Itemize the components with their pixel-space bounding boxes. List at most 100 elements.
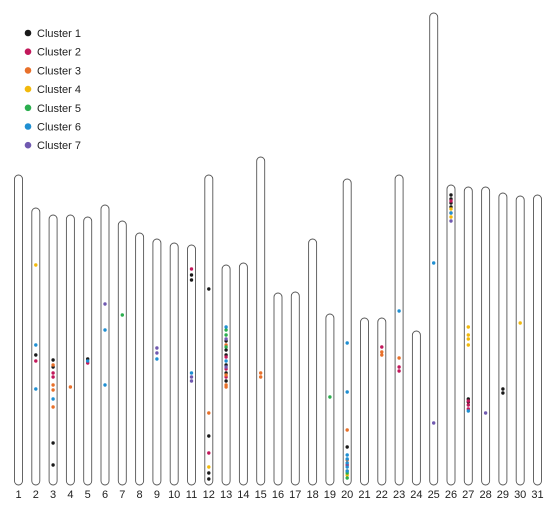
point-cluster-1-4 <box>51 463 55 467</box>
point-cluster-3-1 <box>51 388 55 392</box>
chromosome-bar-21 <box>360 317 369 486</box>
legend-marker-cluster-5 <box>24 104 32 112</box>
legend-label-cluster-1: Cluster 1 <box>37 28 81 40</box>
point-cluster-4-0 <box>34 263 38 267</box>
chromosome-bar-20 <box>342 178 352 486</box>
chromosome-label-25: 25 <box>428 489 440 501</box>
point-cluster-6-19 <box>449 211 453 215</box>
chromosome-bar-3 <box>48 214 58 486</box>
chromosome-label-29: 29 <box>497 489 509 501</box>
chromosome-label-1: 1 <box>15 489 21 501</box>
legend-marker-cluster-3 <box>24 67 32 74</box>
point-cluster-6-2 <box>51 397 55 401</box>
chromosome-bar-25 <box>429 12 439 486</box>
point-cluster-2-16 <box>466 399 470 403</box>
point-cluster-6-6 <box>155 357 159 361</box>
point-cluster-2-10 <box>380 345 384 349</box>
chromosome-label-27: 27 <box>462 489 474 501</box>
point-cluster-1-16 <box>224 379 228 383</box>
legend-label-cluster-7: Cluster 7 <box>37 140 81 152</box>
chromosome-label-17: 17 <box>289 489 301 501</box>
point-cluster-2-1 <box>51 371 55 375</box>
chromosome-bar-16 <box>273 292 283 486</box>
point-cluster-6-15 <box>345 465 349 469</box>
point-cluster-7-3 <box>189 379 194 383</box>
chromosome-label-10: 10 <box>168 489 180 501</box>
legend-marker-cluster-2 <box>24 48 32 55</box>
chromosome-bar-31 <box>533 194 542 486</box>
point-cluster-4-9 <box>466 325 470 329</box>
point-cluster-3-16 <box>397 356 401 360</box>
point-cluster-7-8 <box>449 219 453 223</box>
point-cluster-3-14 <box>380 350 384 354</box>
point-cluster-1-19 <box>449 193 453 197</box>
point-cluster-2-12 <box>397 369 401 373</box>
chromosome-bar-29 <box>498 192 508 486</box>
chromosome-label-18: 18 <box>306 489 318 501</box>
chromosome-label-20: 20 <box>341 489 353 501</box>
point-cluster-3-12 <box>345 428 349 432</box>
point-cluster-1-9 <box>207 434 211 438</box>
point-cluster-3-10 <box>259 375 263 379</box>
chromosome-label-2: 2 <box>33 489 39 501</box>
point-cluster-1-2 <box>51 358 55 362</box>
point-cluster-5-6 <box>345 476 349 480</box>
point-cluster-6-12 <box>345 453 349 457</box>
point-cluster-1-8 <box>207 287 211 291</box>
point-cluster-1-10 <box>207 471 211 475</box>
chromosome-label-21: 21 <box>358 489 370 501</box>
point-cluster-6-1 <box>34 387 38 391</box>
point-cluster-2-0 <box>34 359 38 363</box>
point-cluster-5-1 <box>224 328 228 332</box>
point-cluster-5-4 <box>328 395 332 399</box>
point-cluster-1-7 <box>189 278 194 282</box>
chromosome-label-9: 9 <box>154 489 160 501</box>
legend-marker-cluster-1 <box>24 29 32 37</box>
chromosome-bar-11 <box>187 244 196 486</box>
point-cluster-7-4 <box>189 375 194 379</box>
point-cluster-1-18 <box>345 445 349 449</box>
point-cluster-6-13 <box>345 457 349 461</box>
point-cluster-6-16 <box>345 469 349 473</box>
point-cluster-3-11 <box>259 371 263 375</box>
point-cluster-3-0 <box>51 363 55 367</box>
point-cluster-6-5 <box>103 383 107 387</box>
point-cluster-5-3 <box>224 345 228 349</box>
point-cluster-4-10 <box>518 321 522 325</box>
point-cluster-1-6 <box>189 273 194 277</box>
chromosome-bar-23 <box>394 174 404 486</box>
point-cluster-7-5 <box>224 337 228 341</box>
point-cluster-1-0 <box>34 353 38 357</box>
chromosome-label-13: 13 <box>220 489 232 501</box>
chromosome-bar-24 <box>411 330 421 486</box>
point-cluster-6-0 <box>34 343 38 347</box>
chromosome-label-6: 6 <box>102 489 108 501</box>
point-cluster-6-14 <box>345 461 349 465</box>
point-cluster-4-4 <box>449 207 453 211</box>
legend-label-cluster-5: Cluster 5 <box>37 103 81 115</box>
legend-label-cluster-2: Cluster 2 <box>37 47 81 59</box>
chromosome-bar-26 <box>446 184 456 486</box>
chromosome-bar-8 <box>135 232 145 486</box>
legend-label-cluster-4: Cluster 4 <box>37 84 81 96</box>
point-cluster-3-4 <box>68 385 73 389</box>
point-cluster-3-7 <box>224 373 228 377</box>
chromosome-bar-6 <box>100 204 110 486</box>
chromosome-label-19: 19 <box>324 489 336 501</box>
point-cluster-6-9 <box>224 359 228 363</box>
chromosome-label-7: 7 <box>119 489 125 501</box>
point-cluster-5-2 <box>224 333 228 337</box>
chromosome-bars <box>14 12 542 486</box>
chromosome-bar-4 <box>65 214 75 486</box>
point-cluster-6-3 <box>86 359 90 363</box>
point-cluster-4-5 <box>449 215 453 219</box>
point-cluster-7-0 <box>103 302 107 306</box>
chromosome-bar-30 <box>515 195 525 486</box>
chromosome-bar-9 <box>152 238 162 486</box>
point-cluster-1-26 <box>501 391 505 395</box>
point-cluster-3-2 <box>51 405 55 409</box>
chromosome-bar-22 <box>377 317 387 486</box>
point-cluster-2-4 <box>189 267 194 271</box>
chromosome-label-8: 8 <box>137 489 143 501</box>
